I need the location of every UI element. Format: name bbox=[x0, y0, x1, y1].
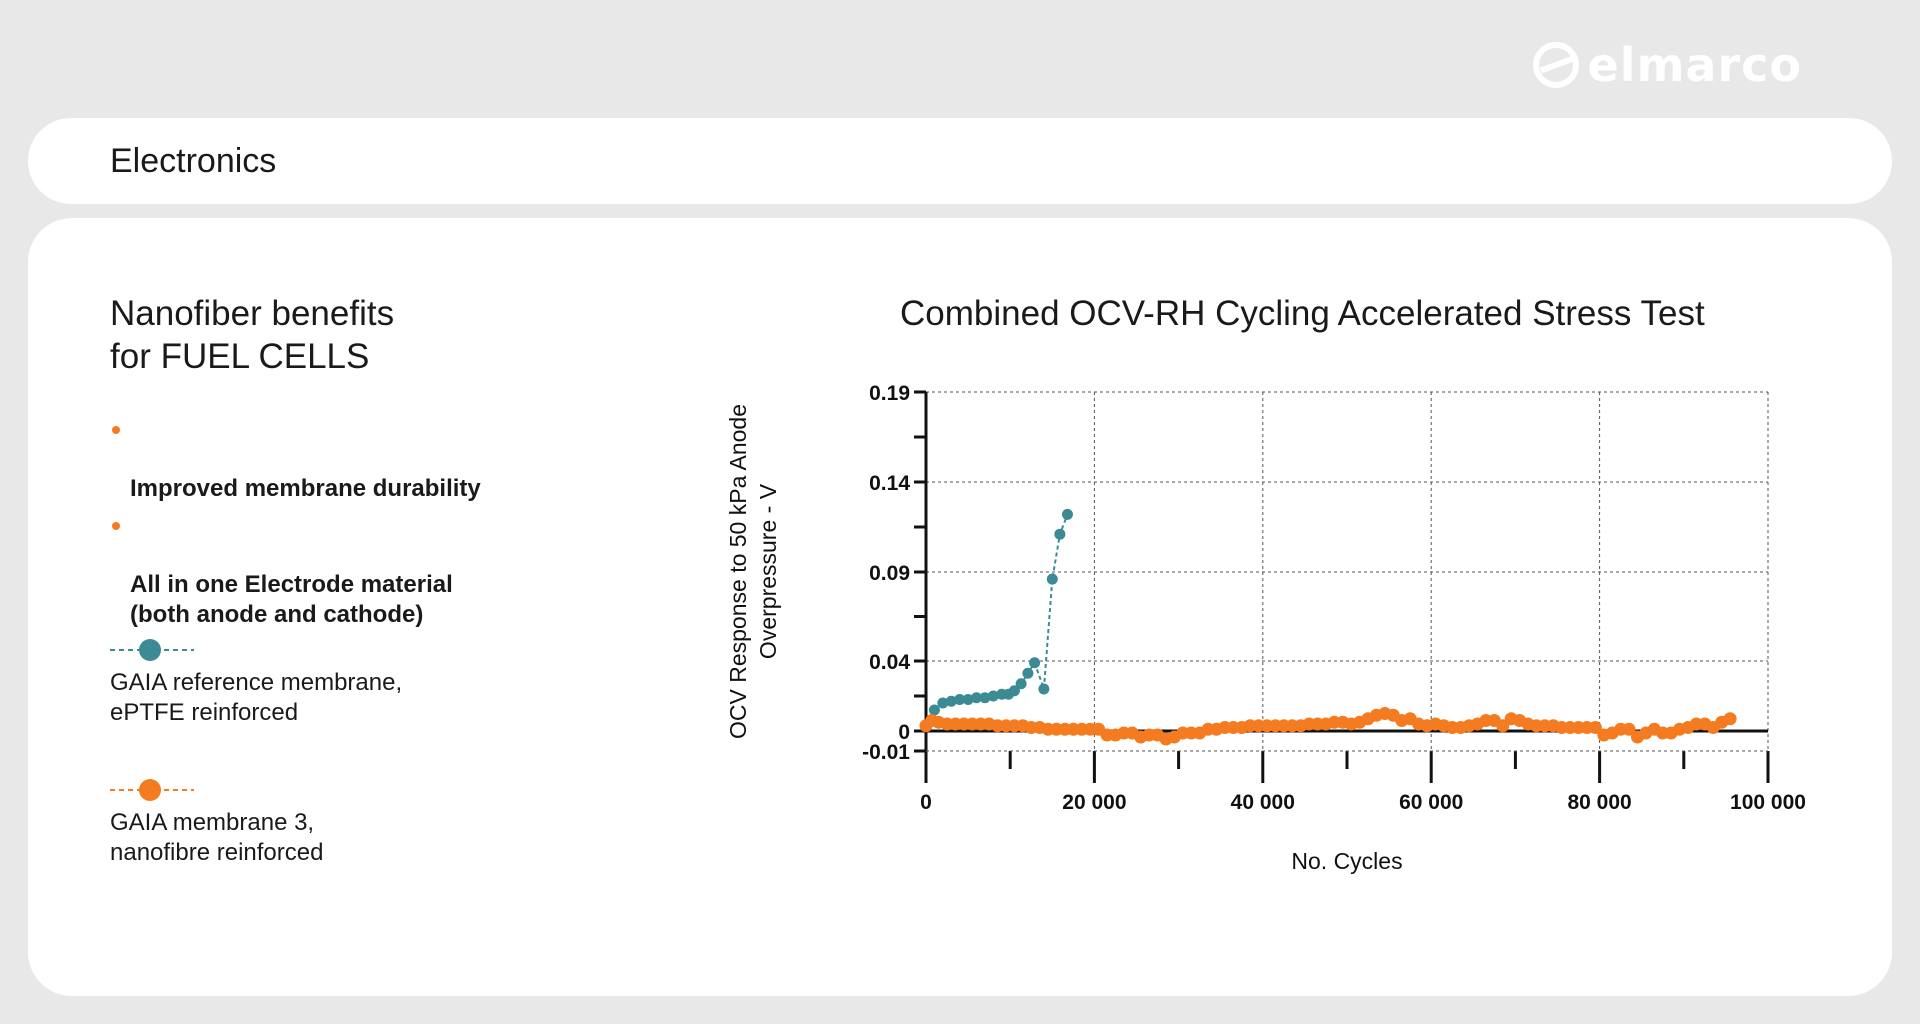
data-point bbox=[971, 692, 983, 704]
y-tick-label: 0 bbox=[898, 721, 910, 744]
y-tick-label: 0.09 bbox=[869, 562, 910, 585]
legend-item-reference: GAIA reference membrane, ePTFE reinforce… bbox=[110, 638, 402, 728]
data-point bbox=[928, 704, 940, 716]
data-point bbox=[979, 692, 991, 704]
data-point bbox=[1054, 528, 1066, 540]
benefit-text: All in one Electrode material (both anod… bbox=[130, 571, 453, 628]
benefits-list: Improved membrane durability All in one … bbox=[110, 414, 481, 636]
data-point bbox=[1029, 657, 1041, 669]
elmarco-logo-mark-icon bbox=[1532, 42, 1579, 88]
legend-marker-orange bbox=[110, 779, 194, 801]
legend-label-reference: GAIA reference membrane, ePTFE reinforce… bbox=[110, 669, 403, 726]
data-point bbox=[987, 690, 999, 702]
y-axis-label: Overpressure - V bbox=[755, 483, 781, 659]
data-point bbox=[1022, 667, 1034, 679]
legend-marker-teal bbox=[110, 639, 194, 661]
legend-item-nanofibre: GAIA membrane 3, nanofibre reinforced bbox=[110, 778, 323, 868]
section-bar: Electronics bbox=[28, 118, 1892, 204]
bullet-icon bbox=[112, 426, 120, 434]
data-point bbox=[1015, 678, 1027, 690]
data-point bbox=[962, 694, 974, 705]
data-point bbox=[1038, 683, 1050, 695]
data-point bbox=[1622, 722, 1636, 736]
benefit-item: Improved membrane durability bbox=[110, 414, 481, 504]
x-tick-label: 0 bbox=[920, 791, 932, 814]
chart-title: Combined OCV-RH Cycling Accelerated Stre… bbox=[900, 294, 1705, 333]
data-point bbox=[1061, 508, 1073, 520]
data-point bbox=[1046, 573, 1058, 585]
x-tick-label: 20 000 bbox=[1062, 791, 1126, 814]
y-tick-label: 0.04 bbox=[869, 651, 910, 674]
elmarco-logo: elmarco bbox=[1532, 38, 1803, 92]
benefit-text: Improved membrane durability bbox=[130, 475, 481, 502]
content-card: Nanofiber benefits for FUEL CELLS Improv… bbox=[28, 218, 1892, 996]
bullet-icon bbox=[112, 522, 120, 530]
y-axis-label: OCV Response to 50 kPa Anode bbox=[725, 404, 751, 739]
data-point bbox=[954, 694, 966, 705]
legend-label-nanofibre: GAIA membrane 3, nanofibre reinforced bbox=[110, 809, 324, 866]
x-tick-label: 40 000 bbox=[1231, 791, 1295, 814]
data-point bbox=[945, 695, 957, 707]
y-tick-label: -0.01 bbox=[862, 741, 910, 764]
x-tick-label: 80 000 bbox=[1567, 791, 1631, 814]
x-tick-label: 60 000 bbox=[1399, 791, 1463, 814]
x-axis-label: No. Cycles bbox=[1291, 848, 1402, 874]
data-point bbox=[1588, 721, 1602, 734]
data-point bbox=[1008, 685, 1020, 697]
data-point bbox=[1723, 712, 1737, 726]
elmarco-logo-text: elmarco bbox=[1587, 38, 1802, 92]
y-tick-label: 0.14 bbox=[869, 472, 910, 495]
series-line bbox=[933, 514, 1069, 711]
y-tick-label: 0.19 bbox=[869, 382, 910, 405]
page-heading: Nanofiber benefits for FUEL CELLS bbox=[110, 294, 395, 376]
x-tick-label: 100 000 bbox=[1730, 791, 1806, 814]
section-title: Electronics bbox=[110, 142, 277, 180]
benefit-item: All in one Electrode material (both anod… bbox=[110, 510, 481, 630]
data-point bbox=[937, 697, 949, 709]
